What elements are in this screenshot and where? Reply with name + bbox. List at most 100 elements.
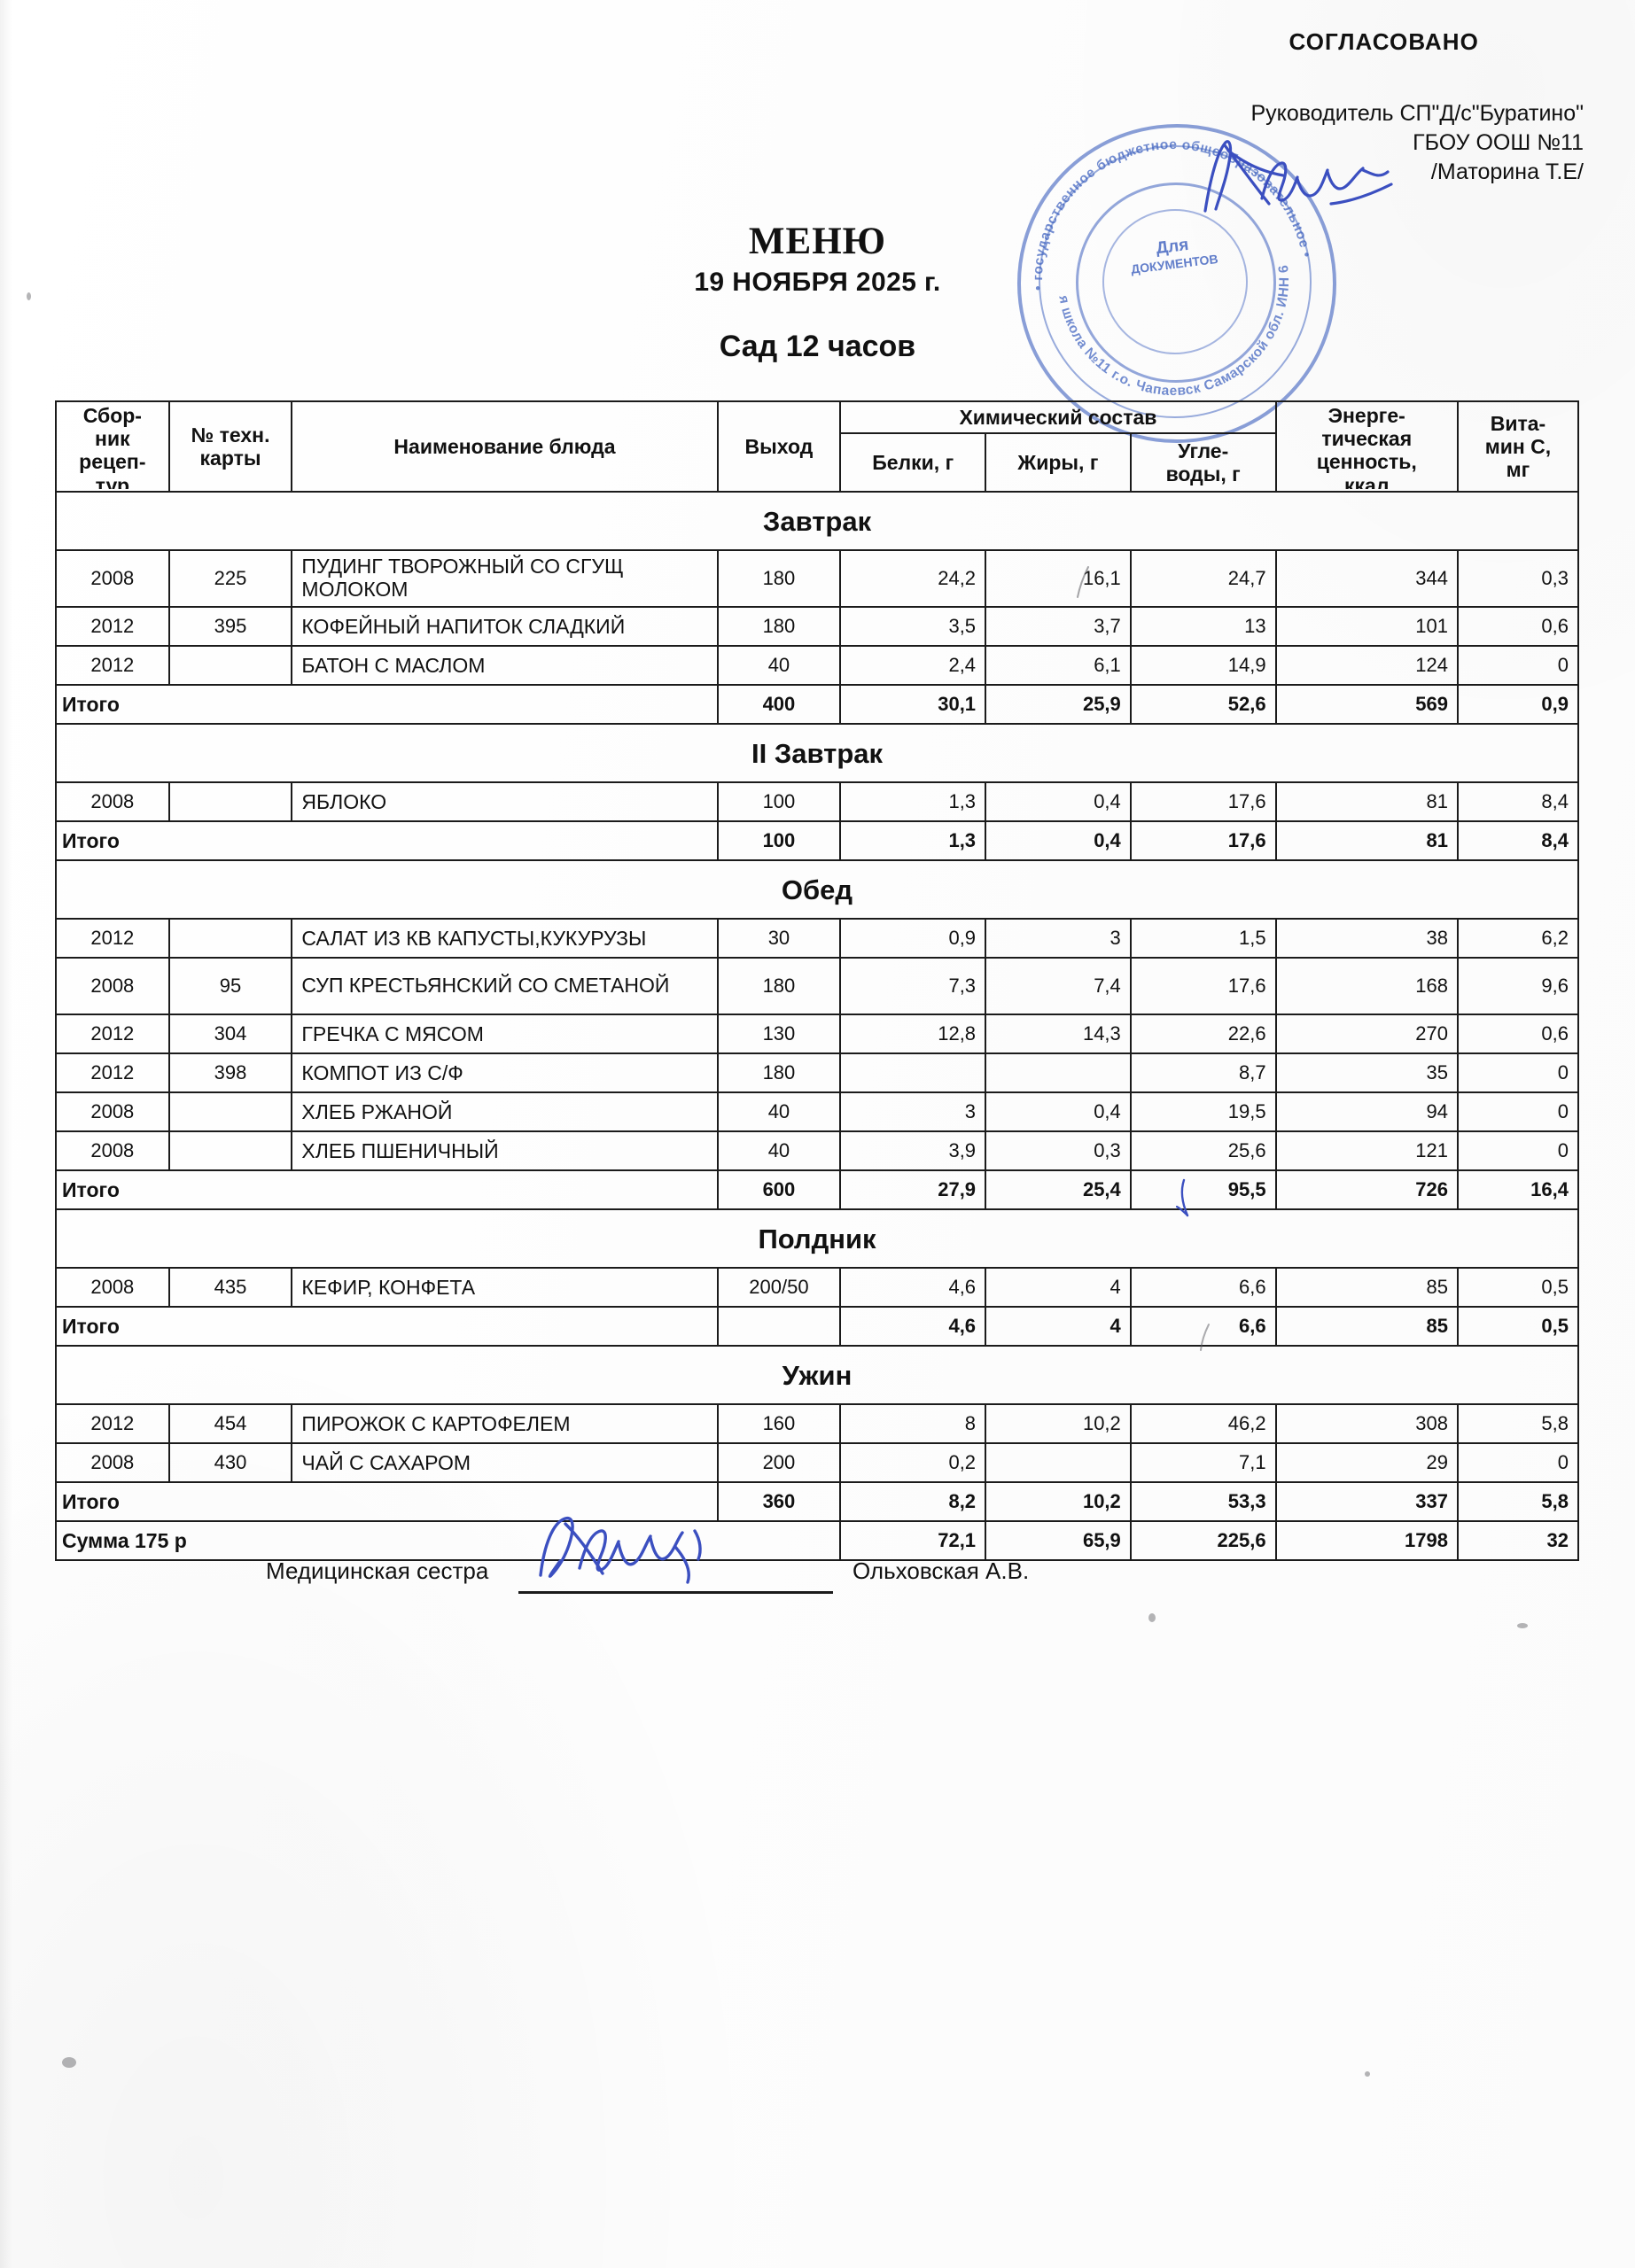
cell-vyhod: 40 xyxy=(716,1091,842,1132)
table-row: 2012 САЛАТ ИЗ КВ КАПУСТЫ,КУКУРУЗЫ 30 0,9 3 1,… xyxy=(55,918,1580,959)
header-proteins: Белки, г xyxy=(839,432,987,493)
cell-proteins xyxy=(839,1052,987,1093)
cell-proteins: 3,9 xyxy=(839,1130,987,1171)
header-tech-card: № техн. карты xyxy=(167,400,293,493)
table-row: 2008 95 СУП КРЕСТЬЯНСКИЙ СО СМЕТАНОЙ 180 7,3… xyxy=(55,957,1580,1015)
cell-carbs: 14,9 xyxy=(1129,645,1277,686)
cell-energy: 124 xyxy=(1274,645,1459,686)
cell-sbornik: 2008 xyxy=(55,1130,170,1171)
grand-total-proteins: 72,1 xyxy=(839,1520,987,1561)
cell-vitamin-c: 0 xyxy=(1456,1130,1580,1171)
total-vitamin-c: 0,9 xyxy=(1456,684,1580,725)
cell-proteins: 8 xyxy=(839,1403,987,1444)
cell-proteins: 2,4 xyxy=(839,645,987,686)
cell-sbornik: 2008 xyxy=(55,1442,170,1483)
cell-vyhod: 180 xyxy=(716,957,842,1015)
cell-fats: 6,1 xyxy=(985,645,1132,686)
cell-vyhod: 40 xyxy=(716,645,842,686)
cell-dish-name: КОФЕЙНЫЙ НАПИТОК СЛАДКИЙ xyxy=(291,606,719,647)
table-row: 2008 435 КЕФИР, КОНФЕТА 200/50 4,6 4 6,6 85 0,5 xyxy=(55,1267,1580,1308)
cell-carbs: 17,6 xyxy=(1129,957,1277,1015)
cell-proteins: 1,3 xyxy=(839,781,987,822)
cell-vitamin-c: 0,6 xyxy=(1456,1014,1580,1054)
cell-fats: 3,7 xyxy=(985,606,1132,647)
cell-fats: 7,4 xyxy=(985,957,1132,1015)
header-carbs: Угле- воды, г xyxy=(1129,432,1277,493)
total-carbs: 6,6 xyxy=(1129,1306,1277,1347)
menu-date: 19 НОЯБРЯ 2025 г. xyxy=(694,268,941,297)
cell-energy: 35 xyxy=(1274,1052,1459,1093)
cell-carbs: 13 xyxy=(1129,606,1277,647)
total-vitamin-c: 8,4 xyxy=(1456,820,1580,861)
total-vyhod: 100 xyxy=(716,820,842,861)
cell-dish-name: ЯБЛОКО xyxy=(291,781,719,822)
cell-carbs: 17,6 xyxy=(1129,781,1277,822)
cell-dish-name: САЛАТ ИЗ КВ КАПУСТЫ,КУКУРУЗЫ xyxy=(291,918,719,959)
cell-tech-card xyxy=(167,781,293,822)
cell-carbs: 19,5 xyxy=(1129,1091,1277,1132)
total-vyhod xyxy=(716,1306,842,1347)
table-row: 2012 БАТОН С МАСЛОМ 40 2,4 6,1 14,9 124 0 xyxy=(55,645,1580,686)
cell-tech-card xyxy=(167,1091,293,1132)
cell-dish-name: ПИРОЖОК С КАРТОФЕЛЕМ xyxy=(291,1403,719,1444)
menu-table-body: Завтрак 2008 225 ПУДИНГ ТВОРОЖНЫЙ СО СГУЩ М… xyxy=(54,491,1580,1561)
total-vyhod: 360 xyxy=(716,1481,842,1522)
cell-fats xyxy=(985,1052,1132,1093)
cell-energy: 270 xyxy=(1274,1014,1459,1054)
cell-carbs: 24,7 xyxy=(1129,549,1277,608)
cell-energy: 168 xyxy=(1274,957,1459,1015)
total-carbs: 52,6 xyxy=(1129,684,1277,725)
cell-fats: 4 xyxy=(985,1267,1132,1308)
approval-person-line: /Маторина Т.Е/ xyxy=(1430,159,1584,185)
cell-vitamin-c: 0 xyxy=(1456,1442,1580,1483)
cell-fats: 10,2 xyxy=(985,1403,1132,1444)
header-fats: Жиры, г xyxy=(985,432,1132,493)
total-fats: 0,4 xyxy=(985,820,1132,861)
cell-carbs: 7,1 xyxy=(1129,1442,1277,1483)
meal-total-label: Итого xyxy=(55,684,719,725)
cell-proteins: 3 xyxy=(839,1091,987,1132)
header-chemical-composition: Химический состав xyxy=(839,400,1277,435)
cell-vyhod: 180 xyxy=(716,606,842,647)
table-row: 2008 225 ПУДИНГ ТВОРОЖНЫЙ СО СГУЩ МОЛОКОМ 1… xyxy=(55,549,1580,608)
cell-energy: 85 xyxy=(1274,1267,1459,1308)
total-proteins: 4,6 xyxy=(839,1306,987,1347)
total-vitamin-c: 0,5 xyxy=(1456,1306,1580,1347)
cell-sbornik: 2012 xyxy=(55,645,170,686)
menu-table: Сбор- ник рецеп- тур № техн. карты Наиме… xyxy=(54,400,1580,1561)
cell-sbornik: 2008 xyxy=(55,549,170,608)
cell-vitamin-c: 5,8 xyxy=(1456,1403,1580,1444)
nurse-name-label: Ольховская А.В. xyxy=(853,1557,1030,1584)
cell-dish-name: КОМПОТ ИЗ С/Ф xyxy=(291,1052,719,1093)
nurse-role-label: Медицинская сестра xyxy=(266,1557,489,1584)
grand-total-row: Сумма 175 р 72,1 65,9 225,6 1798 32 xyxy=(54,1520,1580,1561)
cell-carbs: 6,6 xyxy=(1129,1267,1277,1308)
meal-section-header: II Завтрак xyxy=(55,723,1579,783)
cell-dish-name: ХЛЕБ ПШЕНИЧНЫЙ xyxy=(291,1130,719,1171)
total-proteins: 30,1 xyxy=(839,684,987,725)
menu-subtitle: Сад 12 часов xyxy=(719,330,916,363)
table-row: 2008 430 ЧАЙ С САХАРОМ 200 0,2 7,1 29 0 xyxy=(55,1442,1580,1483)
total-vyhod: 600 xyxy=(716,1169,842,1210)
meal-total-row: Итого 100 1,3 0,4 17,6 81 8,4 xyxy=(55,820,1580,861)
cell-fats: 0,4 xyxy=(985,1091,1132,1132)
total-proteins: 27,9 xyxy=(839,1169,987,1210)
header-vitamin-c: Вита- мин С, мг xyxy=(1456,400,1580,493)
cell-sbornik: 2008 xyxy=(55,781,170,822)
cell-sbornik: 2012 xyxy=(55,606,170,647)
cell-tech-card xyxy=(167,1130,293,1171)
total-energy: 569 xyxy=(1274,684,1459,725)
cell-carbs: 22,6 xyxy=(1129,1014,1277,1054)
meal-section-header: Ужин xyxy=(55,1345,1579,1405)
cell-dish-name: ХЛЕБ РЖАНОЙ xyxy=(291,1091,719,1132)
header-vyhod: Выход xyxy=(716,400,842,493)
cell-proteins: 0,9 xyxy=(839,918,987,959)
cell-vitamin-c: 0 xyxy=(1456,1052,1580,1093)
total-carbs: 17,6 xyxy=(1129,820,1277,861)
approval-org-line: ГБОУ ООШ №11 xyxy=(1413,130,1584,156)
cell-vitamin-c: 0 xyxy=(1456,1091,1580,1132)
cell-fats: 3 xyxy=(985,918,1132,959)
header-energy-text: Энерге- тическая ценность, ккал xyxy=(1316,404,1417,489)
cell-energy: 81 xyxy=(1274,781,1459,822)
